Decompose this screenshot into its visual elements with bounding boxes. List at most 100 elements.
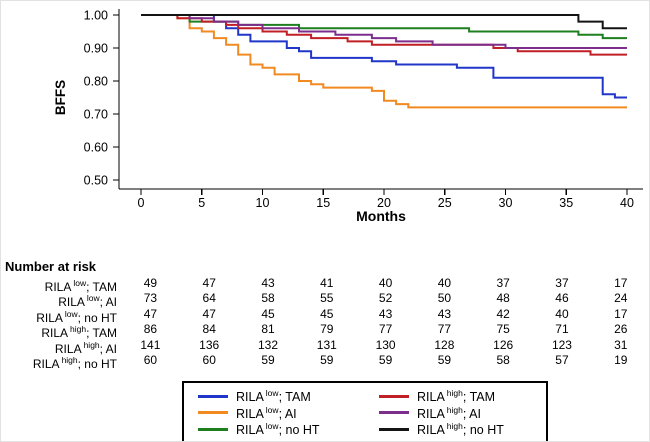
- legend-line-swatch: [198, 411, 228, 415]
- legend-line-swatch: [198, 394, 228, 398]
- risk-count: 37: [496, 276, 510, 290]
- risk-table-rows: RILA low; TAM 49 47 43 41 40 40 37 37 17 RILA low; A…: [1, 276, 649, 371]
- legend-line-swatch: [379, 394, 409, 398]
- risk-count: 58: [261, 291, 275, 306]
- risk-row: RILA high; TAM 86 84 81 79 77 77 75 71 26: [1, 322, 649, 340]
- risk-count: 77: [437, 322, 452, 337]
- y-tick-label: 0.70: [84, 108, 108, 122]
- risk-count: 75: [496, 322, 510, 337]
- legend-line-swatch: [379, 411, 409, 415]
- risk-count: 40: [555, 306, 569, 321]
- x-tick-label: 0: [138, 196, 145, 210]
- risk-count: 48: [496, 291, 510, 306]
- risk-count: 77: [378, 322, 393, 337]
- legend-item: RILA high; AI: [365, 405, 546, 422]
- y-axis-label: BFFS: [53, 79, 69, 115]
- risk-row-label: RILA low; AI: [58, 293, 117, 310]
- risk-count: 59: [261, 352, 275, 367]
- risk-row: RILA low; TAM 49 47 43 41 40 40 37 37 17: [1, 276, 649, 294]
- risk-count: 43: [378, 306, 393, 321]
- risk-count: 49: [143, 276, 158, 290]
- legend-item: RILA high; no HT: [365, 421, 546, 438]
- y-tick-label: 0.50: [84, 174, 108, 188]
- km-curve-rila-high-noht: [141, 14, 627, 30]
- risk-count: 40: [437, 276, 452, 290]
- risk-count: 136: [199, 337, 220, 352]
- risk-count: 52: [378, 291, 393, 306]
- y-tick-label: 1.00: [84, 9, 108, 23]
- x-tick-label: 35: [559, 196, 573, 210]
- risk-count: 141: [140, 337, 161, 352]
- risk-count: 59: [437, 352, 452, 367]
- legend-label: RILA high; no HT: [417, 421, 504, 438]
- risk-count: 132: [257, 337, 278, 352]
- legend-item: RILA low; AI: [184, 405, 365, 422]
- risk-count: 26: [614, 322, 628, 337]
- risk-count: 47: [202, 276, 216, 290]
- risk-count: 45: [261, 306, 275, 321]
- risk-count: 50: [437, 291, 452, 306]
- risk-count: 126: [493, 337, 514, 352]
- risk-count: 37: [555, 276, 569, 290]
- legend-item: RILA low; TAM: [184, 388, 365, 405]
- risk-row: RILA high; no HT 60 60 59 59 59 59 58 57 19: [1, 353, 649, 371]
- risk-count: 130: [375, 337, 396, 352]
- risk-table-title: Number at risk: [5, 259, 97, 274]
- risk-count: 64: [202, 291, 216, 306]
- risk-count: 17: [614, 276, 628, 290]
- x-tick-label: 40: [620, 196, 634, 210]
- risk-count: 41: [320, 276, 334, 290]
- risk-row-label: RILA high; TAM: [41, 324, 117, 341]
- risk-count: 46: [555, 291, 569, 306]
- x-tick-label: 30: [499, 196, 513, 210]
- risk-count: 43: [437, 306, 452, 321]
- risk-count: 81: [261, 322, 275, 337]
- number-at-risk-table: Number at risk RILA low; TAM 49 47 43 41 40 40 3…: [1, 259, 649, 371]
- risk-row: RILA low; no HT 47 47 45 45 43 43 42 40 17: [1, 307, 649, 325]
- risk-count: 40: [378, 276, 393, 290]
- risk-count: 19: [614, 352, 628, 367]
- risk-count: 71: [555, 322, 569, 337]
- legend: RILA low; TAM RILA low; AI RILA low; no HT RIL…: [182, 381, 548, 441]
- legend-label: RILA high; AI: [417, 404, 481, 421]
- risk-count: 42: [496, 306, 510, 321]
- risk-count: 43: [261, 276, 275, 290]
- y-tick-label: 0.90: [84, 42, 108, 56]
- risk-row: RILA high; AI 141 136 132 131 130 128 126 123 31: [1, 338, 649, 356]
- y-tick-label: 0.80: [84, 75, 108, 89]
- risk-count: 45: [320, 306, 334, 321]
- risk-row-label: RILA low; no HT: [36, 308, 117, 325]
- risk-count: 59: [378, 352, 393, 367]
- risk-count: 60: [143, 352, 158, 367]
- legend-item: RILA low; no HT: [184, 421, 365, 438]
- risk-count: 73: [143, 291, 158, 306]
- risk-count: 57: [555, 352, 569, 367]
- risk-count: 84: [202, 322, 216, 337]
- risk-row: RILA low; AI 73 64 58 55 52 50 48 46 24: [1, 291, 649, 309]
- legend-label: RILA low; no HT: [236, 421, 320, 438]
- risk-count: 24: [614, 291, 628, 306]
- km-curve-rila-low-tam: [141, 14, 627, 99]
- legend-label: RILA low; AI: [236, 404, 297, 421]
- risk-count: 31: [614, 337, 628, 352]
- legend-line-swatch: [379, 427, 409, 431]
- risk-count: 128: [434, 337, 455, 352]
- risk-count: 60: [202, 352, 216, 367]
- risk-count: 123: [551, 337, 572, 352]
- risk-count: 131: [316, 337, 337, 352]
- risk-count: 58: [496, 352, 510, 367]
- x-tick-label: 15: [316, 196, 330, 210]
- risk-row-label: RILA high; no HT: [32, 354, 117, 371]
- km-curve-rila-low-ai: [141, 14, 627, 109]
- risk-row-label: RILA high; AI: [54, 339, 117, 356]
- legend-label: RILA low; TAM: [236, 388, 311, 405]
- risk-count: 17: [614, 306, 628, 321]
- x-axis-label: Months: [356, 208, 406, 224]
- legend-line-swatch: [198, 427, 228, 431]
- x-tick-label: 5: [198, 196, 205, 210]
- risk-row-label: RILA low; TAM: [44, 278, 117, 294]
- y-tick-label: 0.60: [84, 141, 108, 155]
- x-tick-label: 10: [256, 196, 270, 210]
- risk-count: 55: [320, 291, 334, 306]
